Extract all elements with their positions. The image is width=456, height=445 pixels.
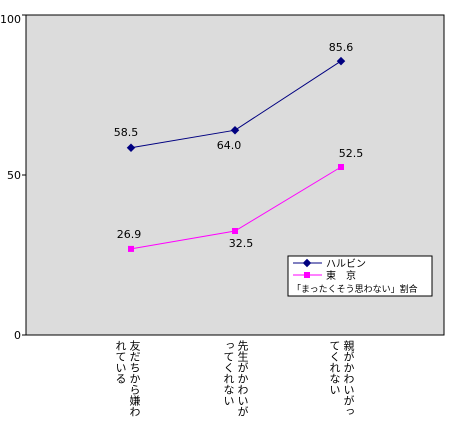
- data-label: 85.6: [329, 41, 354, 54]
- legend-note: 「まったくそう思わない」割合: [292, 283, 418, 295]
- data-label: 64.0: [217, 139, 242, 152]
- data-label: 26.9: [117, 228, 142, 241]
- y-tick-label: 50: [7, 169, 21, 182]
- data-point: [338, 164, 344, 170]
- category-label-line: 友だちから嫌わ: [128, 340, 141, 417]
- data-point: [126, 143, 136, 153]
- category-label-line: 親がかわいがっ: [342, 340, 355, 417]
- category-label-line: ってくれない: [222, 340, 235, 406]
- legend: ハルビン 東 京 「まったくそう思わない」割合: [287, 255, 433, 297]
- y-axis: 0 50 100: [0, 13, 26, 342]
- category-label-line: てくれない: [328, 340, 341, 395]
- category-label-parents: 親がかわいがっ てくれない: [327, 340, 361, 440]
- category-label-line: 先生がかわいが: [236, 340, 249, 417]
- y-tick-label: 0: [14, 329, 21, 342]
- category-label-friends: 友だちから嫌わ れている: [113, 340, 147, 440]
- legend-label-harbin: ハルビン: [326, 258, 366, 270]
- data-point: [230, 125, 240, 135]
- data-point: [232, 228, 238, 234]
- data-label: 32.5: [229, 237, 254, 250]
- category-label-line: れている: [114, 340, 127, 384]
- data-label: 58.5: [114, 126, 139, 139]
- data-label: 52.5: [339, 147, 364, 160]
- series-layer: 58.5 64.0 85.6 26.9 32.5 52.5: [114, 41, 364, 252]
- legend-marker-harbin: [302, 258, 312, 268]
- legend-marker-tokyo: [304, 272, 310, 278]
- category-label-teacher: 先生がかわいが ってくれない: [221, 340, 255, 440]
- data-point: [128, 245, 134, 252]
- legend-label-tokyo: 東 京: [326, 269, 356, 282]
- y-tick-label: 100: [0, 13, 21, 26]
